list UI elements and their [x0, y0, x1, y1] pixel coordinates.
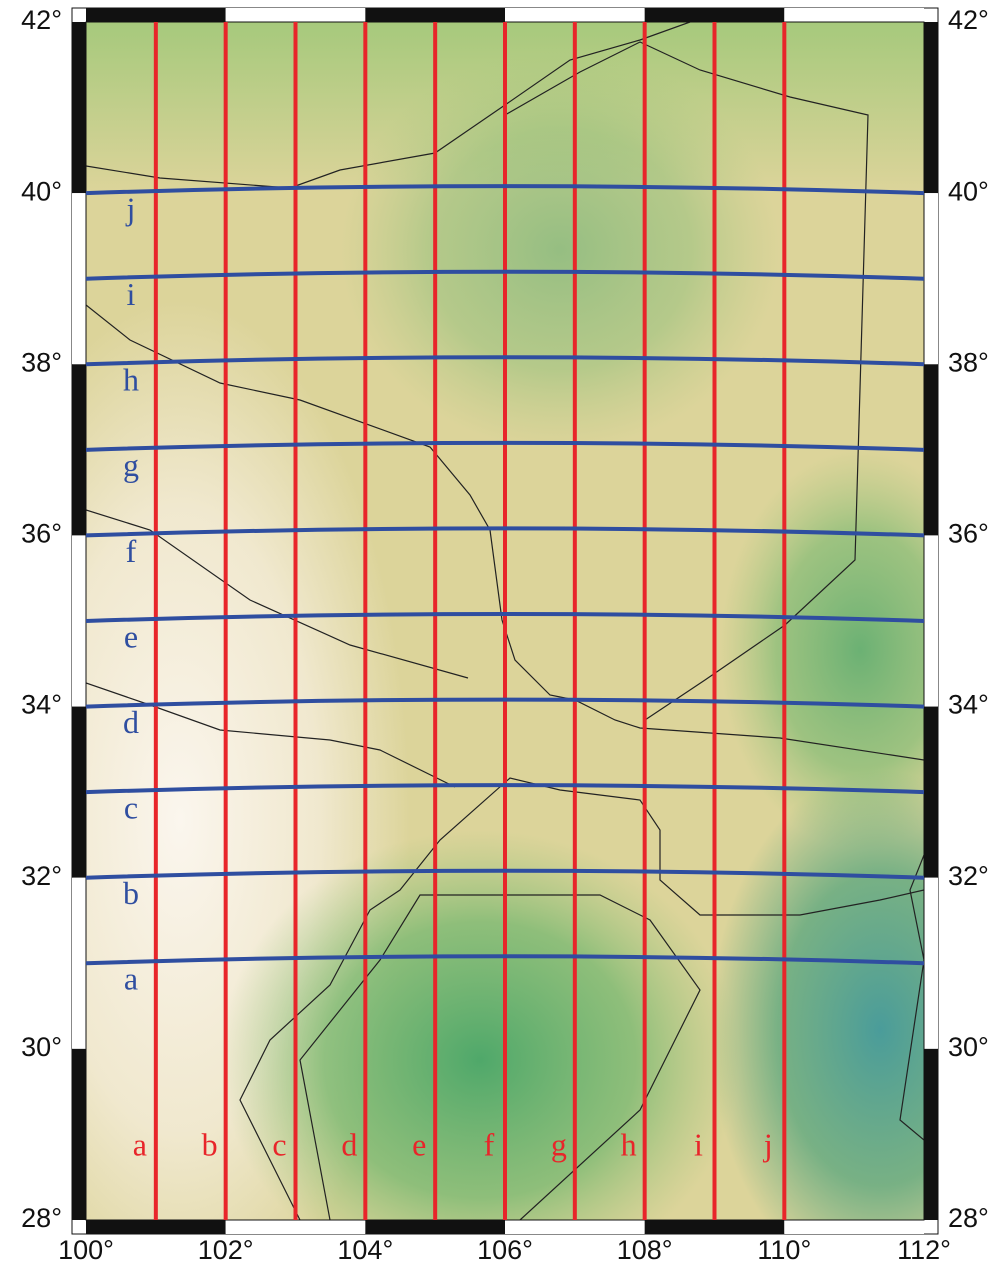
frame-segment [72, 877, 86, 1049]
x-tick-label: 108° [617, 1235, 673, 1265]
frame-segment [924, 535, 938, 707]
meridian-label: i [694, 1126, 703, 1162]
frame-segment [365, 1220, 505, 1234]
frame-segment [924, 706, 938, 878]
frame-segment [784, 8, 924, 22]
frame-segment [644, 8, 785, 22]
frame-segment [505, 8, 645, 22]
meridian-label: e [412, 1126, 426, 1162]
x-tick-label: 100° [58, 1235, 114, 1265]
frame-segment [924, 364, 938, 536]
frame-segment [72, 1048, 86, 1220]
y-tick-label: 32° [21, 861, 62, 891]
y-tick-label: 36° [21, 519, 62, 549]
meridian-label: j [763, 1126, 773, 1162]
parallel-label: h [123, 362, 139, 398]
frame [71, 7, 939, 1235]
parallel [85, 697, 925, 709]
parallel [85, 868, 925, 880]
y-tick-label: 42° [21, 5, 62, 35]
frame-segment [72, 22, 86, 194]
frame-segment [225, 1220, 366, 1234]
parallel [85, 526, 925, 538]
parallel [85, 355, 925, 367]
frame-segment [86, 8, 226, 22]
frame-segment [644, 1220, 785, 1234]
x-tick-label: 110° [757, 1235, 811, 1265]
parallel [85, 184, 925, 196]
x-tick-label: 106° [477, 1235, 533, 1265]
frame-segment [72, 364, 86, 536]
meridian-label: g [551, 1126, 567, 1162]
parallel [85, 612, 925, 623]
y-tick-label: 30° [948, 1032, 989, 1062]
y-tick-label: 28° [21, 1203, 62, 1233]
meridian-label: c [272, 1126, 286, 1162]
y-tick-label: 42° [948, 5, 989, 35]
y-tick-label: 36° [948, 519, 989, 549]
y-tick-label: 40° [948, 176, 989, 206]
labels: 100° 102° 104° 106° 108° 110° 112° 42° 42° 40° 40°… [21, 5, 989, 1265]
parallel-label: d [123, 704, 139, 740]
frame-segment [505, 1220, 645, 1234]
frame-segment [225, 8, 366, 22]
frame-segment [924, 1048, 938, 1220]
frame-segment [924, 193, 938, 365]
meridian-label: b [202, 1126, 218, 1162]
frame-segment [924, 877, 938, 1049]
frame-segment [86, 1220, 226, 1234]
y-tick-label: 38° [948, 347, 989, 377]
frame-segment [72, 535, 86, 707]
meridian-label: d [341, 1126, 357, 1162]
parallel [85, 269, 925, 281]
parallel-label: i [127, 276, 136, 312]
parallel-label: b [123, 875, 139, 911]
parallel [85, 954, 925, 966]
parallel-label: g [123, 447, 139, 483]
parallel-label: f [126, 533, 137, 569]
y-tick-label: 38° [21, 347, 62, 377]
y-tick-label: 32° [948, 861, 989, 891]
frame-segment [924, 22, 938, 194]
x-tick-label: 112° [897, 1235, 951, 1265]
parallel-label: j [126, 190, 136, 226]
y-tick-label: 30° [21, 1032, 62, 1062]
x-tick-label: 102° [198, 1235, 254, 1265]
parallel-label: a [124, 961, 138, 997]
parallel-label: c [124, 789, 138, 825]
frame-segment [72, 193, 86, 365]
parallel [85, 440, 925, 452]
terrain [86, 22, 924, 1220]
parallel [85, 783, 925, 795]
meridian-label: h [621, 1126, 637, 1162]
y-tick-label: 34° [21, 690, 62, 720]
y-tick-label: 28° [948, 1203, 989, 1233]
frame-segment [365, 8, 505, 22]
parallel-label: e [124, 618, 138, 654]
frame-segment [784, 1220, 924, 1234]
graticule [85, 22, 925, 1220]
frame-segment [72, 706, 86, 878]
y-tick-label: 40° [21, 176, 62, 206]
meridian-label: f [484, 1126, 495, 1162]
y-tick-label: 34° [948, 690, 989, 720]
meridian-label: a [133, 1126, 147, 1162]
x-tick-label: 104° [337, 1235, 393, 1265]
